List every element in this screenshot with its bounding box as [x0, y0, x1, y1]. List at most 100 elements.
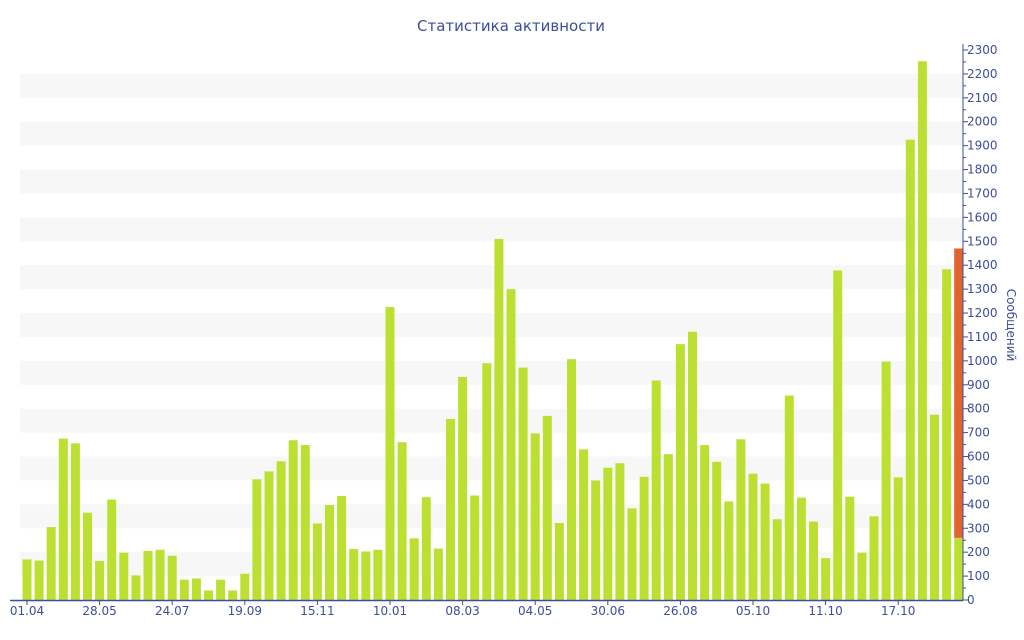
bar-main — [675, 344, 685, 600]
bar-main — [554, 523, 564, 600]
grid-band — [20, 408, 963, 433]
bar-main — [276, 461, 286, 600]
grid-band — [20, 313, 963, 337]
bar-main — [216, 579, 226, 600]
y-tick-label: 1500 — [967, 234, 998, 248]
bar-main — [748, 473, 758, 600]
bar-main — [845, 496, 855, 600]
grid-band — [20, 169, 963, 194]
bar-main — [119, 552, 129, 600]
bar-main — [46, 527, 56, 600]
bar-main — [954, 537, 964, 600]
x-tick-label: 10.01 — [373, 604, 407, 618]
bar-main — [917, 61, 927, 600]
y-tick-label: 1100 — [967, 330, 998, 344]
y-tick-label: 1600 — [967, 210, 998, 224]
x-tick-label: 30.06 — [591, 604, 625, 618]
bar-main — [530, 433, 540, 600]
bar-main — [337, 495, 347, 600]
y-tick-label: 1400 — [967, 258, 998, 272]
bar-main — [579, 449, 589, 600]
y-tick-label: 1900 — [967, 139, 998, 153]
x-tick-label: 04.05 — [518, 604, 552, 618]
bar-main — [409, 538, 419, 600]
y-tick-label: 0 — [967, 593, 975, 607]
y-tick-label: 800 — [967, 402, 990, 416]
bar-main — [95, 561, 105, 600]
bar-main — [591, 480, 601, 600]
grid-band — [20, 360, 963, 385]
y-tick-label: 300 — [967, 521, 990, 535]
y-tick-label: 2200 — [967, 67, 998, 81]
bar-main — [615, 463, 625, 600]
bar-main — [869, 516, 879, 600]
bar-main — [312, 523, 322, 600]
bar-main — [639, 476, 649, 600]
x-tick-label: 15.11 — [300, 604, 334, 618]
bar-main — [264, 471, 274, 600]
x-tick-label: 17.10 — [881, 604, 915, 618]
x-tick-label: 26.08 — [663, 604, 697, 618]
bar-main — [191, 578, 201, 600]
bar-main — [518, 367, 528, 600]
x-tick-label: 01.04 — [10, 604, 44, 618]
x-tick-label: 08.03 — [445, 604, 479, 618]
bar-main — [179, 579, 189, 600]
bar-main — [905, 139, 915, 600]
bar-main — [228, 590, 238, 600]
bar-main — [58, 438, 68, 600]
x-tick-label: 24.07 — [155, 604, 189, 618]
bar-main — [361, 551, 371, 600]
x-tick-label: 05.10 — [736, 604, 770, 618]
grid-band — [20, 265, 963, 290]
bar-main — [240, 573, 250, 600]
y-tick-label: 1800 — [967, 163, 998, 177]
grid-band — [20, 73, 963, 98]
bar-main — [204, 590, 213, 600]
bar-main — [796, 497, 806, 600]
bar-main — [397, 442, 407, 600]
y-tick-label: 400 — [967, 497, 990, 511]
bar-main — [821, 558, 831, 600]
bar-main — [760, 483, 770, 600]
bar-main — [131, 575, 141, 600]
bars — [22, 61, 964, 601]
y-tick-label: 1000 — [967, 354, 998, 368]
grid-band — [20, 217, 963, 242]
x-tick-label: 19.09 — [228, 604, 262, 618]
y-tick-label: 2000 — [967, 115, 998, 129]
bar-main — [712, 461, 722, 600]
bar-main — [482, 363, 492, 600]
bar-main — [506, 289, 516, 600]
y-tick-label: 1700 — [967, 186, 998, 200]
bar-main — [893, 477, 903, 600]
bar-main — [772, 519, 782, 600]
x-tick-label: 28.05 — [82, 604, 116, 618]
y-tick-label: 900 — [967, 378, 990, 392]
bar-main — [70, 443, 80, 600]
bar-main — [542, 415, 552, 600]
bar-main — [663, 454, 673, 600]
y-tick-label: 700 — [967, 426, 990, 440]
bar-main — [252, 479, 262, 600]
bar-main — [373, 549, 383, 600]
bar-main — [167, 555, 177, 600]
bar-main — [22, 559, 32, 600]
bar-main — [627, 508, 637, 600]
bar-main — [881, 361, 891, 600]
bar-main — [833, 270, 843, 600]
bar-main — [458, 376, 468, 600]
bar-main — [107, 499, 117, 600]
x-tick-label: 11.10 — [808, 604, 842, 618]
bar-main — [724, 501, 734, 600]
bar-main — [688, 331, 697, 600]
grid-band — [20, 456, 963, 481]
grid-bands — [20, 73, 963, 577]
bar-main — [155, 549, 165, 600]
y-tick-label: 2100 — [967, 91, 998, 105]
bar-main — [651, 380, 661, 600]
bar-main — [385, 307, 395, 600]
y-tick-label: 200 — [967, 545, 990, 559]
bar-main — [325, 505, 334, 600]
